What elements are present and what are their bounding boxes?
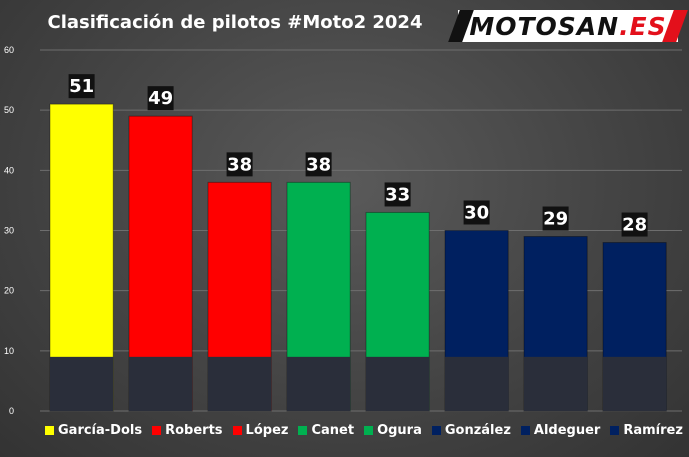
data-label-box — [68, 74, 95, 99]
legend-swatch — [298, 426, 308, 435]
legend-label: Canet — [311, 423, 355, 438]
data-label-box — [226, 152, 253, 177]
legend-item: González — [431, 423, 511, 438]
data-label-box — [147, 86, 174, 111]
legend-swatch — [431, 426, 441, 435]
rider-photo — [208, 356, 272, 411]
data-label-box — [463, 200, 490, 225]
data-label: 30 — [464, 203, 489, 224]
legend-swatch — [152, 426, 162, 435]
legend-label: González — [444, 423, 511, 438]
data-label: 49 — [148, 88, 173, 109]
y-tick-label: 60 — [4, 45, 14, 55]
legend-item: López — [232, 423, 289, 438]
y-tick-label: 30 — [4, 226, 14, 236]
legend-swatch — [232, 426, 242, 435]
rider-photo — [445, 356, 509, 411]
y-tick-label: 10 — [4, 346, 14, 356]
legend-item: Ramírez — [610, 423, 683, 438]
y-tick-label: 0 — [9, 406, 14, 416]
data-label: 33 — [385, 184, 410, 205]
data-label-box — [621, 212, 648, 237]
legend-item: Ogura — [364, 423, 422, 438]
rider-photo — [287, 356, 351, 411]
rider-photo — [366, 356, 430, 411]
legend-swatch — [610, 426, 620, 435]
data-label-box — [305, 152, 332, 177]
data-label-box — [384, 182, 411, 207]
legend-item: Roberts — [152, 423, 223, 438]
data-label: 29 — [543, 209, 568, 230]
y-tick-label: 50 — [4, 105, 14, 115]
legend-item: García-Dols — [45, 423, 142, 438]
legend-label: Aldeguer — [533, 423, 601, 438]
rider-photo — [129, 356, 193, 411]
data-label: 38 — [227, 154, 252, 175]
legend-label: Ramírez — [623, 423, 683, 438]
chart-title: Clasificación de pilotos #Moto2 2024 — [47, 12, 423, 33]
legend-label: Roberts — [165, 423, 223, 438]
legend-swatch — [364, 426, 374, 435]
rider-photo — [524, 356, 588, 411]
legend-label: López — [245, 423, 289, 438]
data-label: 28 — [622, 215, 647, 236]
data-label: 51 — [69, 76, 94, 97]
legend-item: Aldeguer — [520, 423, 601, 438]
data-label: 38 — [306, 154, 331, 175]
y-tick-label: 40 — [4, 165, 14, 175]
data-label-box — [542, 206, 569, 231]
chart-legend: García-Dols Roberts López Canet Ogura Gonzále… — [45, 423, 685, 438]
motosan-logo: MOTOSAN.ES — [448, 10, 688, 42]
legend-label: García-Dols — [58, 423, 143, 438]
legend-swatch — [45, 426, 54, 435]
y-tick-label: 20 — [4, 286, 14, 296]
logo-text: MOTOSAN.ES — [469, 11, 667, 41]
legend-label: Ogura — [377, 423, 422, 438]
rider-photo — [50, 356, 114, 411]
rider-photo — [603, 356, 667, 411]
legend-swatch — [520, 426, 530, 435]
legend-item: Canet — [298, 423, 354, 438]
